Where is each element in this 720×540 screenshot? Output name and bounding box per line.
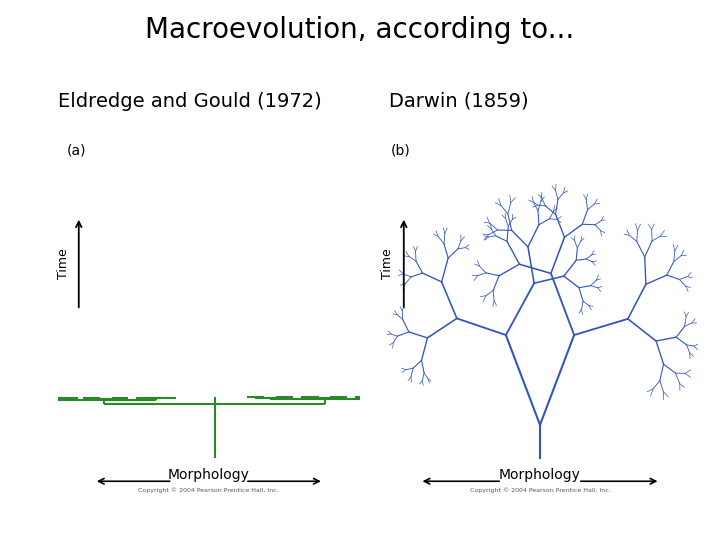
Text: Darwin (1859): Darwin (1859)	[389, 92, 528, 111]
Text: Time: Time	[382, 248, 395, 279]
Text: Time: Time	[57, 248, 70, 279]
Text: Eldredge and Gould (1972): Eldredge and Gould (1972)	[58, 92, 321, 111]
Text: Morphology: Morphology	[168, 468, 250, 482]
Text: Macroevolution, according to...: Macroevolution, according to...	[145, 16, 575, 44]
Text: Morphology: Morphology	[499, 468, 581, 482]
Text: Copyright © 2004 Pearson Prentice Hall, Inc.: Copyright © 2004 Pearson Prentice Hall, …	[469, 487, 611, 493]
Text: (b): (b)	[391, 144, 411, 158]
Text: Copyright © 2004 Pearson Prentice Hall, Inc.: Copyright © 2004 Pearson Prentice Hall, …	[138, 487, 279, 493]
Text: (a): (a)	[67, 144, 86, 158]
